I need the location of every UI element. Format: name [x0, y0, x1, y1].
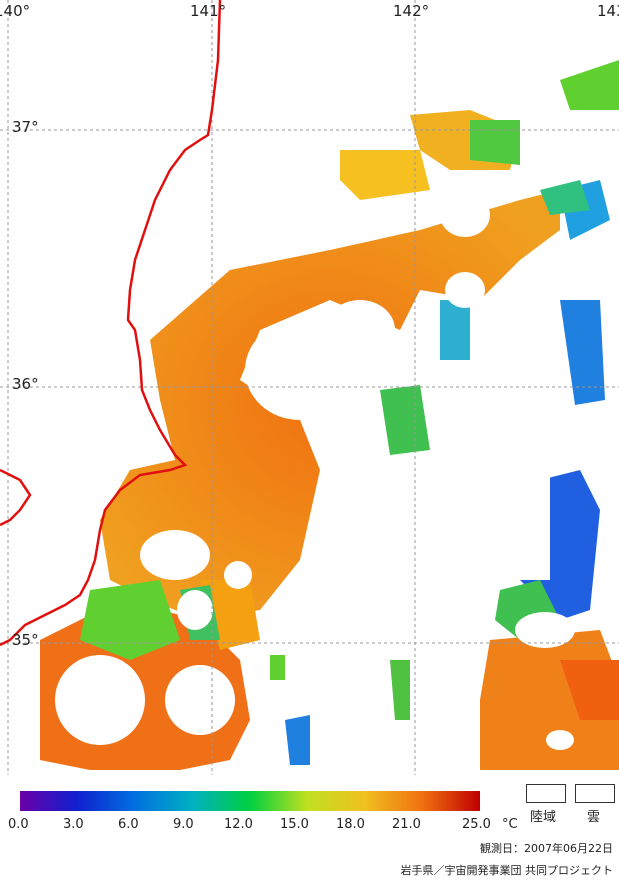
- lon-label-140: 140°: [0, 2, 31, 20]
- lon-label-143: 143°: [597, 2, 619, 20]
- legend-tick: 0.0: [8, 817, 29, 832]
- coastline: [0, 0, 222, 647]
- legend-tick: 18.0: [336, 817, 365, 832]
- land-label: 陸域: [530, 810, 557, 825]
- legend-tick: 6.0: [118, 817, 139, 832]
- land-swatch: [526, 784, 566, 803]
- lat-label-35: 35°: [12, 631, 39, 649]
- legend-tick: 12.0: [224, 817, 253, 832]
- temperature-color-bar: [20, 791, 480, 811]
- coastline-west: [0, 468, 32, 527]
- sst-data-layer: [40, 60, 619, 770]
- sea-surface-temperature-map: [0, 0, 619, 775]
- observation-date: 観測日：2007年06月22日: [480, 842, 613, 855]
- credit-line: 岩手県／宇宙開発事業団 共同プロジェクト: [400, 864, 614, 877]
- lon-label-142: 142°: [393, 2, 430, 20]
- graticule: [0, 0, 619, 775]
- legend-tick: 21.0: [392, 817, 421, 832]
- cloud-swatch: [575, 784, 615, 803]
- lat-label-37: 37°: [12, 118, 39, 136]
- lat-label-36: 36°: [12, 375, 39, 393]
- lon-label-141: 141°: [190, 2, 227, 20]
- cloud-label: 雲: [587, 810, 601, 825]
- cloud-mask-layer: [55, 193, 575, 750]
- legend-tick: 15.0: [280, 817, 309, 832]
- legend-tick: 25.0: [462, 817, 491, 832]
- legend-tick: 9.0: [173, 817, 194, 832]
- legend-tick: 3.0: [63, 817, 84, 832]
- legend-unit: °C: [502, 817, 518, 832]
